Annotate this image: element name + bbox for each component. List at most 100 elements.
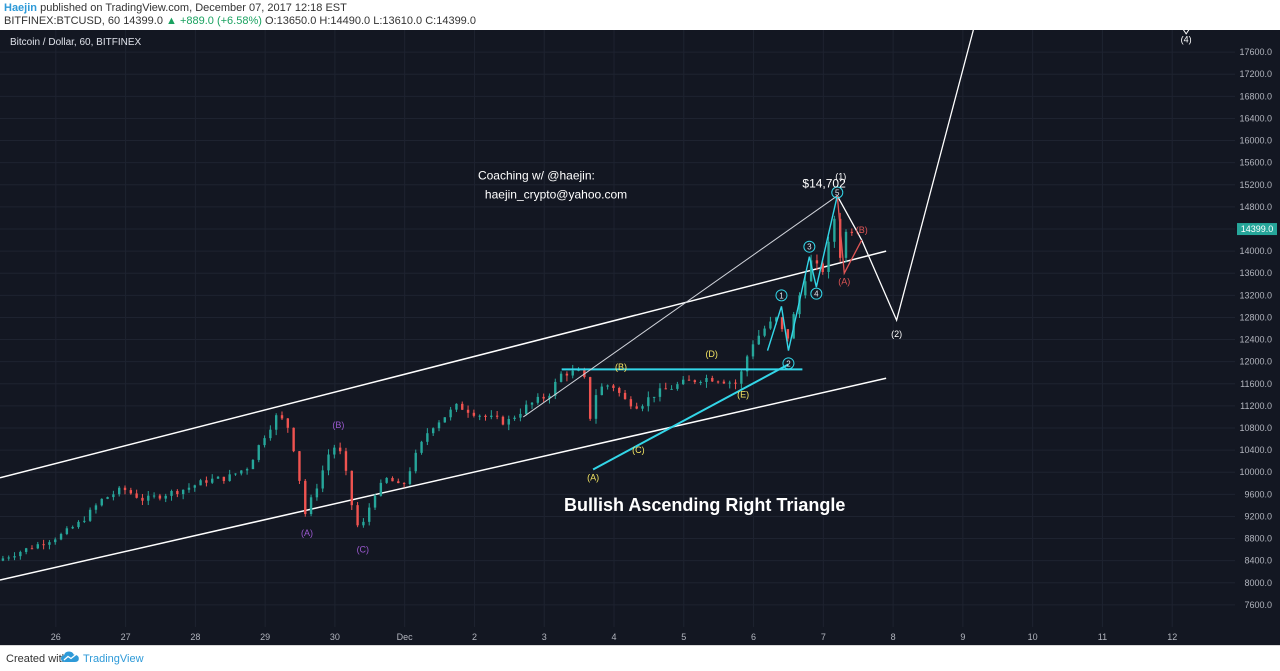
time-tick-label: 12 <box>1167 632 1177 642</box>
candle-body <box>687 379 691 381</box>
candle-body <box>7 557 10 559</box>
projection-path <box>836 30 974 323</box>
candle-body <box>338 447 342 452</box>
candle-body <box>850 231 854 233</box>
candle-body <box>100 498 103 506</box>
candle-body <box>612 385 615 389</box>
candle-body <box>716 381 720 383</box>
candle-body <box>216 476 220 479</box>
price-tick-label: 17600.0 <box>1239 47 1272 57</box>
candle-body <box>501 416 505 425</box>
symbol-info: BITFINEX:BTCUSD, 60 14399.0 ▲ +889.0 (+6… <box>4 15 476 27</box>
candle-body <box>211 478 214 483</box>
time-tick-label: 28 <box>190 632 200 642</box>
time-tick-label: 26 <box>51 632 61 642</box>
author-link[interactable]: Haejin <box>4 2 38 14</box>
candle-body <box>437 422 441 429</box>
time-tick-label: 2 <box>472 632 477 642</box>
candle-body <box>112 494 115 498</box>
annotation-text: haejin_crypto@yahoo.com <box>485 188 627 202</box>
candle-body <box>751 344 755 357</box>
circled-wave-marker <box>803 240 816 253</box>
candle-body <box>286 418 290 428</box>
candle-body <box>838 218 842 258</box>
candle-body <box>798 295 801 315</box>
channel-line <box>0 377 887 581</box>
candle-body <box>740 371 743 384</box>
candle-body <box>513 417 516 420</box>
candle-body <box>705 377 708 382</box>
time-axis-labels: 26 27 28 29 30 Dec 2 3 4 5 6 7 8 9 10 11 12 <box>51 632 1177 642</box>
candle-body <box>763 328 766 336</box>
chart-background <box>0 30 1280 645</box>
candle-body <box>530 402 534 405</box>
candle-body <box>141 497 144 501</box>
time-tick-label: 4 <box>612 632 617 642</box>
tradingview-brand[interactable]: TradingView <box>83 653 144 665</box>
candle-body <box>490 415 493 418</box>
circled-wave-label: 4 <box>814 290 819 299</box>
created-with-text: Created with <box>6 653 68 665</box>
candle-body <box>559 373 563 382</box>
candle-body <box>525 404 528 414</box>
candle-body <box>815 260 819 264</box>
wave-label: (A) <box>587 473 599 483</box>
time-axis[interactable] <box>0 627 1280 645</box>
candle-body <box>152 495 156 497</box>
candle-body <box>373 495 377 508</box>
candle-body <box>257 445 260 460</box>
circled-wave-label: 1 <box>779 291 784 300</box>
candle-body <box>757 335 760 345</box>
candle-body <box>821 263 824 272</box>
candle-body <box>629 399 633 407</box>
candle-body <box>176 490 179 495</box>
price-tick-label: 9600.0 <box>1244 489 1272 499</box>
candle-body <box>565 373 569 376</box>
candle-body <box>519 413 522 418</box>
candle-body <box>833 218 836 242</box>
candle-body <box>478 415 481 417</box>
annotations: $14,702 Coaching w/ @haejin: haejin_crypto… <box>478 168 846 515</box>
candle-body <box>54 539 57 543</box>
circled-wave-marker <box>775 289 788 302</box>
price-change: ▲ +889.0 (+6.58%) <box>166 15 262 27</box>
candle-body <box>222 476 226 481</box>
wave-label: (B) <box>332 420 344 430</box>
time-tick-label: 10 <box>1028 632 1038 642</box>
candle-body <box>786 329 790 339</box>
wave-label: (4) <box>1181 35 1192 45</box>
impulse-wave-path <box>766 195 838 351</box>
price-chart[interactable]: (A) (B) (C) (A) (B) (C) (D) (E) (A) (B) (1) (2) (4) 1… <box>0 30 1280 645</box>
wave-label: (B) <box>856 225 868 235</box>
candle-body <box>65 528 69 535</box>
candle-body <box>588 377 592 419</box>
candle-body <box>461 403 464 410</box>
time-tick-label: 7 <box>821 632 826 642</box>
candle-body <box>327 454 330 471</box>
price-axis-labels: 7600.0 8000.0 8400.0 8800.0 9200.0 9600.0 1000… <box>1239 47 1272 610</box>
price-tick-label: 12800.0 <box>1239 312 1272 322</box>
symbol-line: BITFINEX:BTCUSD, 60 14399.0 <box>4 15 163 27</box>
candle-body <box>304 480 307 515</box>
candle-body <box>36 544 39 549</box>
candle-body <box>449 409 452 418</box>
wave-label: (C) <box>632 445 645 455</box>
candle-body <box>809 260 813 282</box>
candle-body <box>77 521 80 528</box>
fan-line <box>523 195 838 418</box>
candle-body <box>59 534 63 540</box>
price-axis[interactable] <box>1235 30 1280 645</box>
chart-title: Bitcoin / Dollar, 60, BITFINEX <box>10 37 141 48</box>
price-tick-label: 9200.0 <box>1244 511 1272 521</box>
time-tick-label: Dec <box>397 632 414 642</box>
candle-body <box>280 415 284 419</box>
wave-label: (A) <box>838 276 850 286</box>
candle-body <box>623 392 627 400</box>
candle-body <box>664 388 667 390</box>
annotation-text: $14,702 <box>802 177 846 191</box>
candle-body <box>129 490 133 494</box>
price-tick-label: 7600.0 <box>1244 600 1272 610</box>
candle-body <box>542 396 545 399</box>
time-tick-label: 29 <box>260 632 270 642</box>
candle-body <box>94 505 98 510</box>
